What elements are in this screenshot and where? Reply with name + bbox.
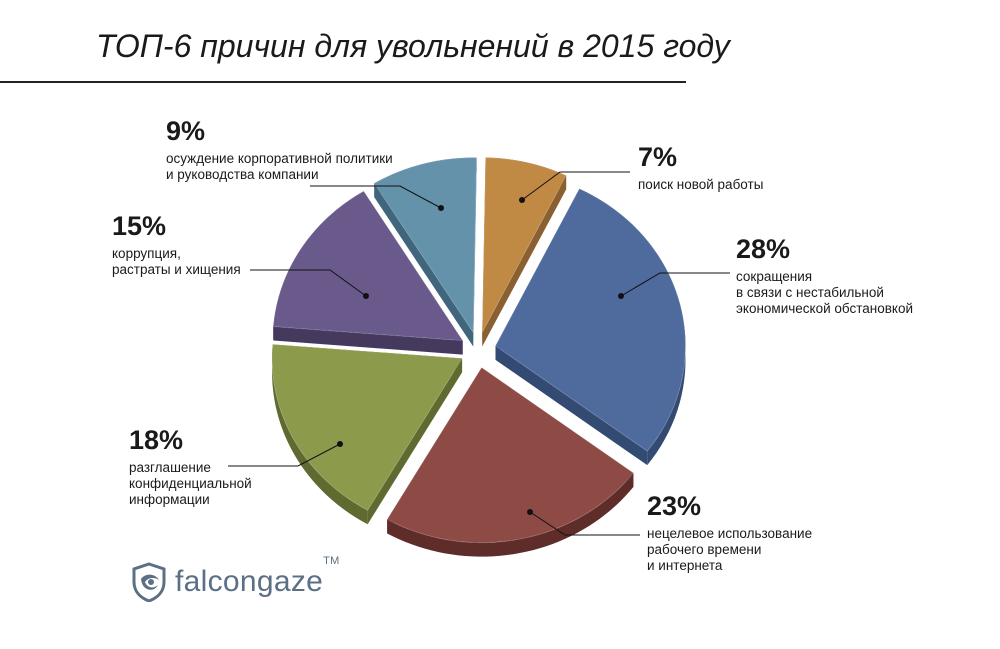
slice-edge-5-0 — [374, 183, 474, 347]
slice-edge-3-0 — [367, 358, 463, 525]
label-slice-4: 15% коррупция, растраты и хищения — [112, 213, 241, 278]
slice-5 — [373, 157, 478, 335]
slice-3-text-2: информации — [129, 491, 210, 507]
slice-2 — [386, 366, 635, 544]
label-slice-1: 28% сокращения в связи с нестабильной эк… — [736, 236, 913, 317]
slice-1-text-2: экономической обстановкой — [736, 300, 914, 316]
leader-dot-5 — [438, 205, 444, 211]
slice-3-percent: 18% — [129, 425, 184, 455]
leader-dot-0 — [519, 197, 525, 203]
slice-3-text-1: конфиденциальной — [129, 475, 252, 491]
slice-2-text-0: нецелевое использование — [647, 526, 813, 541]
slice-5-text-0: осуждение корпоративной политики — [166, 151, 393, 166]
slice-4-text-1: растраты и хищения — [112, 261, 241, 277]
shield-logo-icon — [132, 562, 166, 602]
leader-dot-1 — [618, 293, 624, 299]
chart-title: ТОП-6 причин для увольнений в 2015 году — [96, 28, 730, 64]
slice-1-text-1: в связи с нестабильной — [736, 284, 884, 300]
leader-dot-3 — [337, 441, 343, 447]
title-rule — [0, 81, 686, 83]
logo-wordmark: falcongazeTM — [175, 555, 340, 599]
leader-line-0 — [521, 171, 630, 201]
slice-2-text-1: рабочего времени — [647, 541, 762, 557]
slice-2-text-2: и интернета — [647, 557, 723, 573]
leader-line-3 — [228, 443, 341, 467]
leader-dot-4 — [363, 293, 369, 299]
slice-3-text-0: разглашение — [129, 460, 211, 475]
slice-1-percent: 28% — [736, 234, 791, 264]
slice-0-text-0: поиск новой работы — [638, 177, 764, 192]
slice-4-percent: 15% — [112, 211, 167, 241]
label-slice-5: 9% осуждение корпоративной политики и ру… — [166, 118, 393, 183]
slice-2-percent: 23% — [647, 491, 702, 521]
label-slice-0: 7% поиск новой работы — [638, 144, 763, 193]
slice-3 — [271, 343, 463, 511]
slice-1 — [494, 188, 687, 452]
label-slice-3: 18% разглашение конфиденциальной информа… — [129, 427, 252, 508]
slice-4 — [272, 190, 464, 342]
slice-edge-4-0 — [273, 326, 463, 355]
leader-line-5 — [310, 185, 442, 209]
slice-4-text-0: коррупция, — [112, 246, 181, 261]
slice-5-percent: 9% — [166, 116, 206, 146]
slice-edge-5-1 — [473, 157, 477, 347]
leader-dot-2 — [527, 509, 533, 515]
label-slice-2: 23% нецелевое использование рабочего вре… — [647, 493, 812, 574]
falcongaze-logo: falcongazeTM — [131, 555, 340, 602]
slice-1-text-0: сокращения — [736, 269, 813, 284]
slice-edge-1-1 — [495, 345, 648, 466]
leader-line-4 — [250, 269, 367, 297]
leader-line-2 — [529, 511, 640, 536]
slice-edge-0-1 — [482, 175, 567, 347]
logo-word: falcongaze — [175, 565, 324, 598]
leader-line-1 — [620, 272, 730, 297]
logo-tm: TM — [323, 555, 340, 567]
slice-5-text-1: и руководства компании — [166, 166, 319, 182]
slice-side-3 — [272, 344, 368, 525]
slice-0-percent: 7% — [638, 142, 678, 172]
slice-0 — [481, 157, 567, 333]
